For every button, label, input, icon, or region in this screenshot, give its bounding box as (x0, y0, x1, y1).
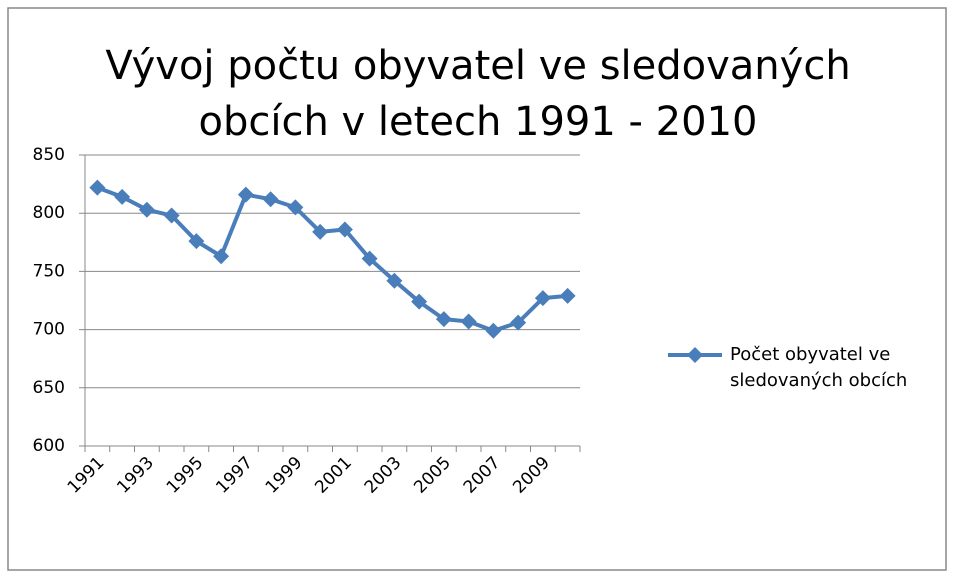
y-tick-label: 650 (33, 378, 65, 398)
data-point (559, 287, 576, 304)
data-point (411, 293, 428, 310)
legend-marker (687, 347, 703, 363)
data-point (262, 191, 279, 208)
data-point (435, 311, 452, 328)
data-point (188, 233, 205, 250)
data-point (287, 199, 304, 216)
data-point (510, 314, 527, 331)
data-point (163, 207, 180, 224)
data-point (460, 313, 477, 330)
data-point (213, 248, 230, 265)
chart-border (7, 7, 947, 571)
y-tick-label: 800 (33, 203, 65, 223)
data-point (361, 250, 378, 267)
data-point (114, 188, 131, 205)
y-tick-label: 600 (33, 436, 65, 456)
data-point (138, 201, 155, 218)
data-point (386, 272, 403, 289)
data-point (237, 186, 254, 203)
legend-label: Počet obyvatel ve sledovaných obcích (730, 344, 908, 391)
data-point (534, 290, 551, 307)
data-point (485, 322, 502, 339)
data-point (89, 179, 106, 196)
data-point (312, 223, 329, 240)
y-tick-label: 700 (33, 320, 65, 340)
chart-title: Vývoj počtu obyvatel ve sledovaných obcí… (105, 43, 851, 145)
y-tick-label: 750 (33, 261, 65, 281)
data-point (336, 221, 353, 238)
y-tick-label: 850 (33, 145, 65, 165)
